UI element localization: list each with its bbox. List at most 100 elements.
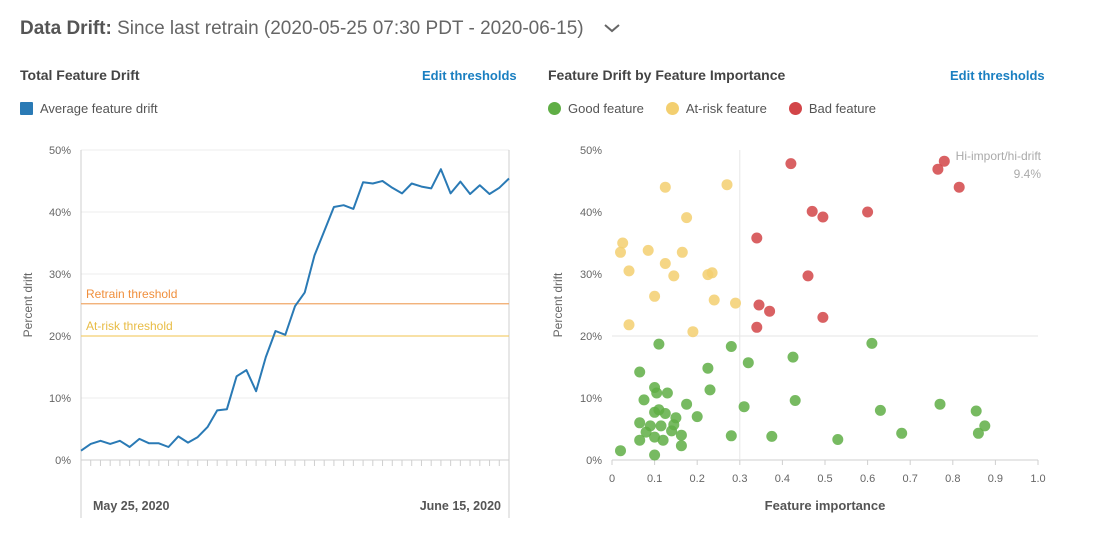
good-feature-point	[738, 401, 750, 413]
at-risk-feature-point	[730, 297, 741, 309]
good-feature-point	[651, 387, 663, 399]
line-y-tick-label: 20%	[49, 331, 71, 343]
header-label: Data Drift:	[20, 18, 112, 40]
at-risk-feature-point	[708, 294, 720, 306]
scatter-x-tick-label: 0.3	[732, 473, 747, 485]
quadrant-label: Hi-import/hi-drift	[956, 149, 1042, 163]
good-feature-point	[634, 366, 646, 378]
good-feature-point	[649, 431, 661, 443]
scatter-x-tick-label: 0.1	[647, 473, 662, 485]
good-feature-point	[766, 430, 778, 442]
scatter-x-axis-label: Feature importance	[765, 498, 886, 513]
line-y-axis-label: Percent drift	[21, 272, 35, 337]
scatter-x-tick-label: 0.4	[775, 473, 790, 485]
legend-swatch-risk	[665, 102, 679, 115]
line-y-tick-label: 10%	[49, 393, 71, 405]
at-risk-feature-point	[681, 212, 693, 224]
header-range: Since last retrain (2020-05-25 07:30 PDT…	[117, 18, 584, 40]
good-feature-point	[934, 398, 946, 410]
bad-feature-point	[953, 181, 965, 193]
good-feature-point	[657, 434, 669, 446]
at-risk-feature-point	[668, 270, 680, 282]
bad-feature-point	[806, 205, 818, 217]
line-y-tick-label: 0%	[55, 455, 71, 467]
scatter-y-tick-label: 30%	[580, 269, 602, 281]
legend-swatch-average	[20, 102, 33, 115]
at-risk-feature-point	[623, 265, 635, 277]
good-feature-point	[653, 338, 665, 350]
good-feature-point	[675, 440, 687, 452]
bad-feature-point	[932, 163, 944, 175]
legend-label-average: Average feature drift	[40, 101, 158, 116]
good-feature-point	[670, 412, 682, 424]
at-risk-feature-point	[649, 290, 661, 302]
at-risk-feature-point	[721, 179, 733, 191]
good-feature-point	[655, 420, 667, 432]
legend-swatch-bad	[788, 102, 802, 115]
scatter-x-tick-label: 0.7	[903, 473, 918, 485]
good-feature-point	[874, 404, 886, 416]
good-feature-point	[725, 430, 737, 442]
at-risk-feature-point	[687, 326, 699, 338]
line-y-tick-label: 30%	[49, 269, 71, 281]
total-drift-chart: 0% 10% 20% 30% 40% 50% Retrain threshold At-ris…	[21, 145, 510, 518]
drift-importance-legend: Good feature At-risk feature Bad feature	[548, 101, 898, 116]
good-feature-point	[972, 427, 984, 439]
at-risk-feature-point	[642, 244, 654, 256]
bad-feature-point	[785, 158, 797, 170]
threshold-label: At-risk threshold	[86, 319, 173, 333]
bad-feature-point	[862, 206, 874, 218]
bad-feature-point	[753, 299, 765, 311]
bad-feature-point	[817, 211, 829, 223]
legend-item-bad: Bad feature	[788, 101, 876, 116]
scatter-y-tick-label: 0%	[586, 455, 602, 467]
scatter-y-tick-label: 40%	[580, 207, 602, 219]
legend-item-average: Average feature drift	[20, 101, 158, 116]
good-feature-point	[742, 357, 754, 369]
good-feature-point	[634, 417, 646, 429]
edit-thresholds-right-link[interactable]: Edit thresholds	[950, 68, 1045, 83]
bad-feature-point	[751, 232, 763, 244]
scatter-y-tick-label: 50%	[580, 145, 602, 157]
chevron-down-icon[interactable]	[603, 18, 621, 40]
good-feature-point	[866, 337, 878, 349]
good-feature-point	[979, 420, 991, 432]
at-risk-feature-point	[659, 258, 671, 269]
at-risk-feature-point	[615, 246, 626, 258]
good-feature-point	[832, 434, 844, 445]
scatter-y-tick-label: 20%	[580, 331, 602, 343]
good-feature-point	[787, 351, 799, 363]
scatter-x-tick-label: 0.8	[945, 473, 960, 485]
total-drift-title: Total Feature Drift	[20, 67, 140, 83]
drift-importance-title: Feature Drift by Feature Importance	[548, 67, 786, 83]
bad-feature-point	[751, 321, 763, 333]
good-feature-point	[896, 427, 908, 439]
drift-importance-chart: 0% 10% 20% 30% 40% 50% 0 0.1 0.2 0.3 0.4 0.5 0.6 0.7 0…	[551, 145, 1046, 513]
edit-thresholds-left-link[interactable]: Edit thresholds	[422, 68, 517, 83]
scatter-x-tick-label: 0.6	[860, 473, 875, 485]
good-feature-point	[634, 434, 646, 446]
scatter-x-tick-label: 0	[609, 473, 615, 485]
good-feature-point	[691, 411, 703, 423]
legend-item-good: Good feature	[548, 101, 644, 116]
good-feature-point	[675, 429, 687, 441]
legend-label-risk: At-risk feature	[685, 101, 767, 116]
legend-swatch-good	[548, 102, 561, 115]
good-feature-point	[704, 384, 716, 396]
threshold-label: Retrain threshold	[86, 287, 177, 301]
good-feature-point	[659, 408, 671, 419]
line-x-tick-label: May 25, 2020	[93, 499, 169, 513]
bad-feature-point	[817, 311, 829, 323]
good-feature-point	[644, 420, 656, 432]
at-risk-feature-point	[676, 246, 688, 258]
bad-feature-point	[802, 270, 814, 282]
scatter-y-axis-label: Percent drift	[551, 272, 565, 337]
page-header: Data Drift: Since last retrain (2020-05-…	[20, 18, 621, 40]
at-risk-feature-point	[706, 267, 718, 279]
average-drift-series-line	[80, 168, 510, 452]
good-feature-point	[702, 362, 714, 374]
good-feature-point	[661, 387, 673, 399]
at-risk-feature-point	[659, 181, 671, 193]
line-y-tick-label: 40%	[49, 207, 71, 219]
scatter-x-tick-label: 0.2	[690, 473, 705, 485]
